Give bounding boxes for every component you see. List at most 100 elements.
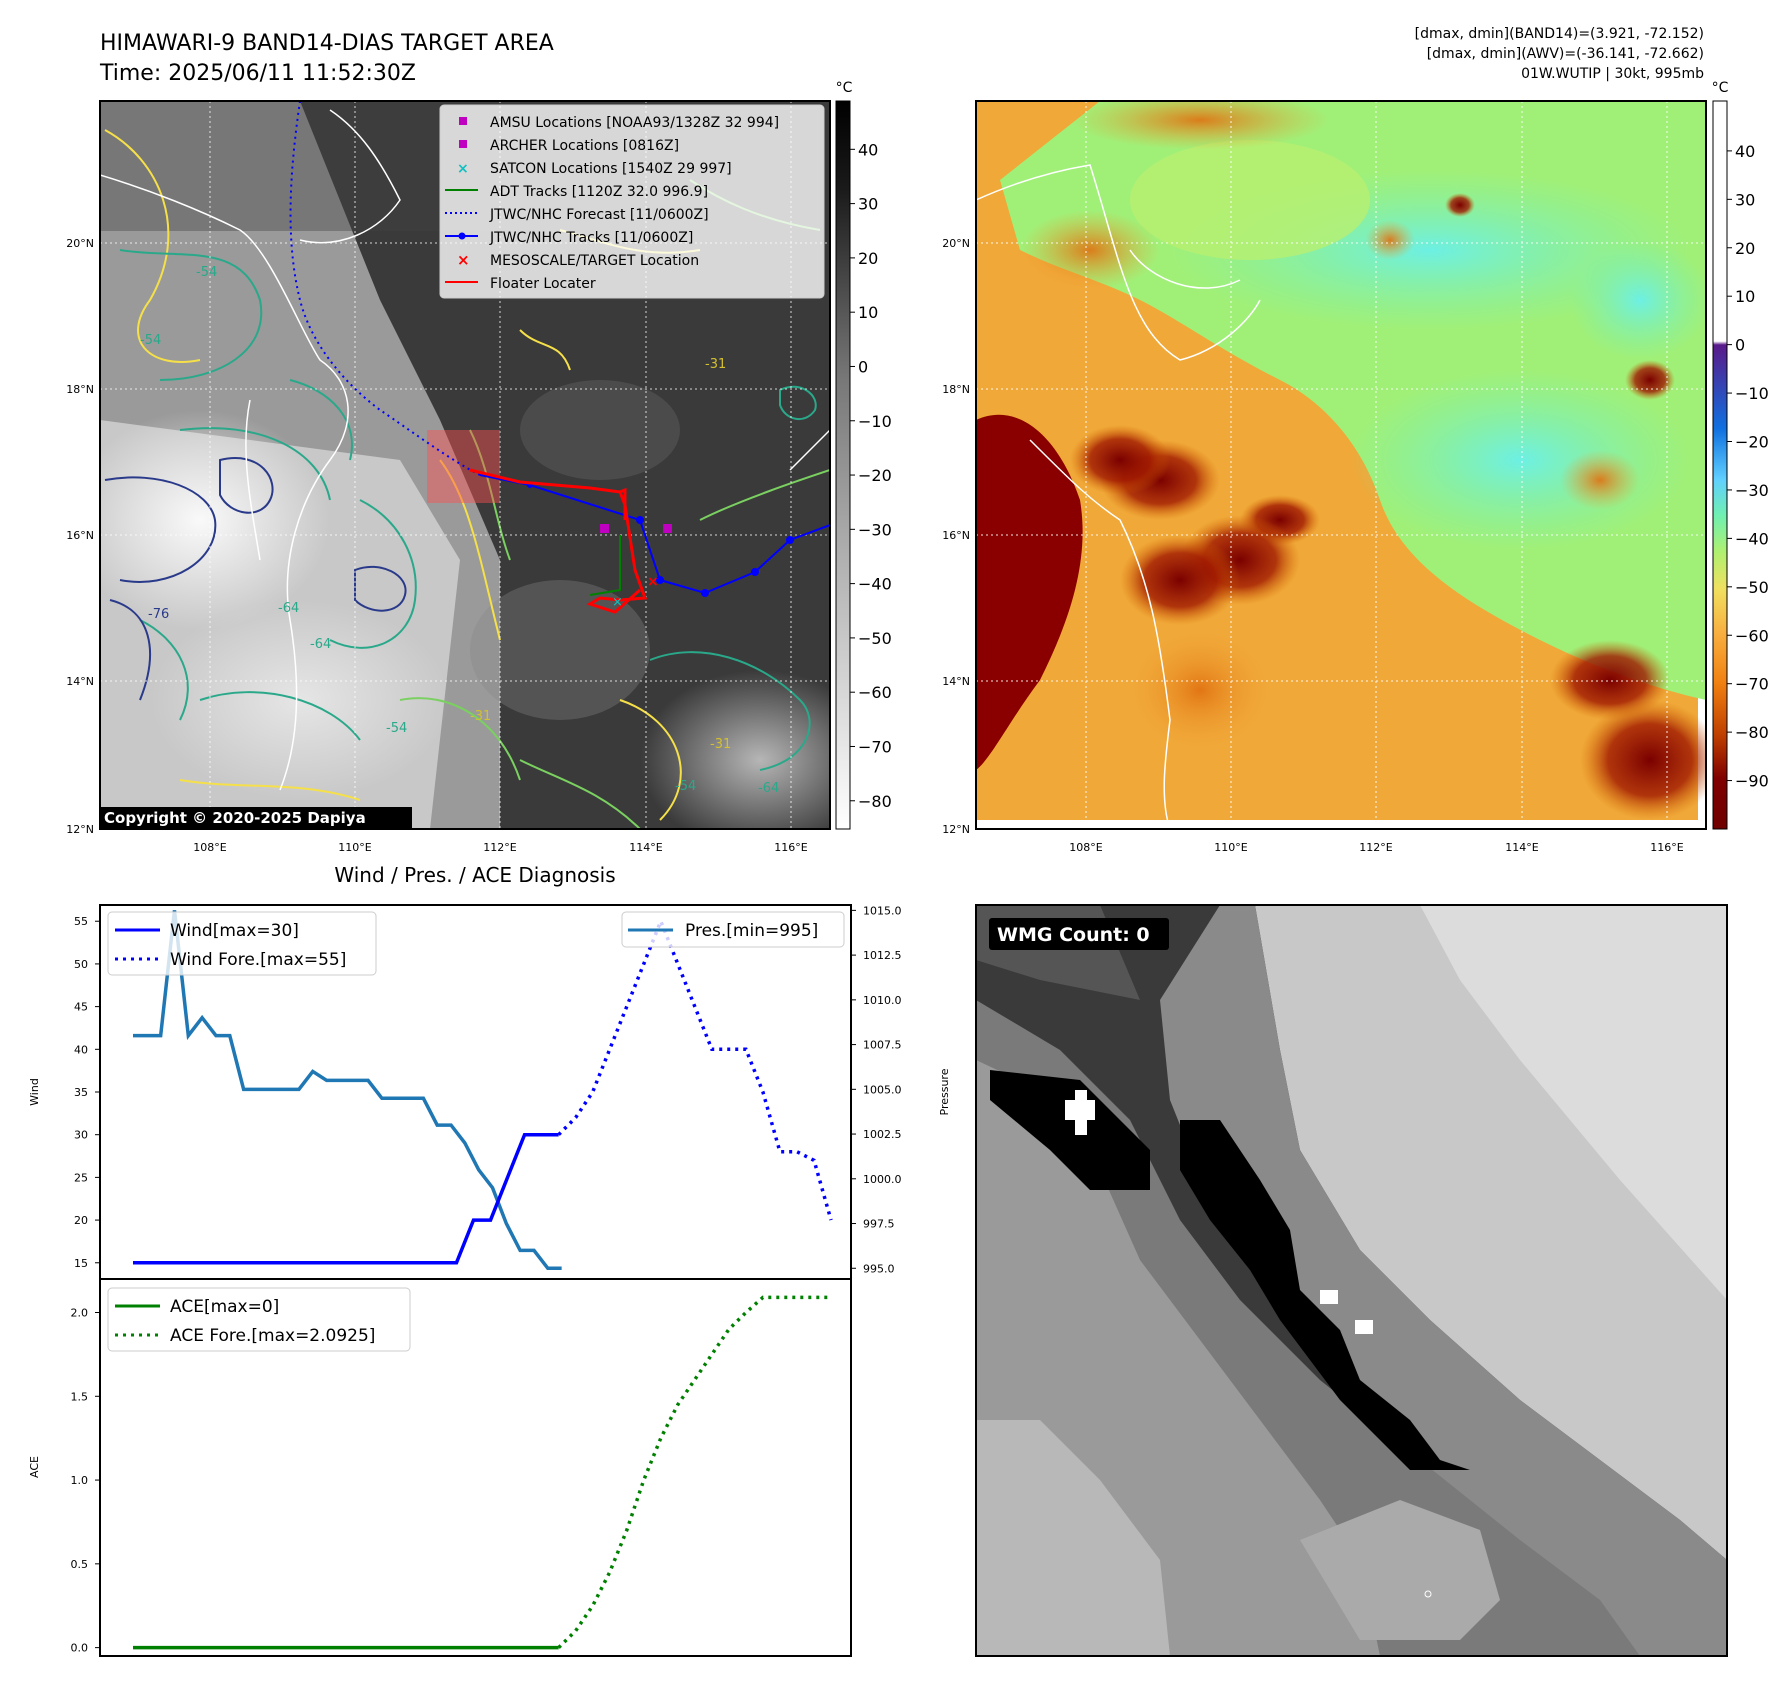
pressure-axis-label: Pressure	[938, 1068, 951, 1115]
colorbar-tick: −80	[1735, 723, 1769, 742]
lon-label: 108°E	[1069, 841, 1102, 854]
lat-label: 12°N	[942, 823, 970, 836]
contour-label: -31	[705, 357, 726, 372]
lon-label: 112°E	[1359, 841, 1392, 854]
wmg-panel: WMG Count: 0	[975, 904, 1728, 1657]
lat-label: 12°N	[66, 823, 94, 836]
contour-label: -54	[196, 265, 217, 280]
ace-tick: 1.5	[71, 1390, 89, 1403]
contour-label: -76	[148, 607, 169, 622]
satcon-marker: ×	[612, 595, 623, 610]
legend-label: SATCON Locations [1540Z 29 997]	[490, 161, 732, 177]
wind-tick: 50	[74, 958, 88, 971]
wmg-image	[976, 905, 1727, 1656]
pressure-legend: Pres.[min=995]	[621, 911, 845, 948]
ir-map-panel: × × -54 -54 -64 -64 -54 -31 -54 -64 -31 …	[66, 80, 892, 854]
colorbar-tick: 10	[858, 303, 878, 322]
pressure-tick: 1005.0	[863, 1083, 902, 1096]
legend-label: ACE Fore.[max=2.0925]	[170, 1326, 375, 1346]
wind-tick: 25	[74, 1171, 88, 1184]
lon-label: 108°E	[193, 841, 226, 854]
wind-tick: 30	[74, 1129, 88, 1142]
color-ir-map-image	[976, 101, 1706, 829]
svg-text:×: ×	[457, 161, 469, 177]
colorbar-tick: −50	[858, 629, 892, 648]
colorbar-tick: −70	[1735, 675, 1769, 694]
colorbar-tick: −40	[1735, 529, 1769, 548]
ir-colorbar	[835, 100, 851, 830]
colorbar-tick: 10	[1735, 287, 1755, 306]
lat-label: 20°N	[942, 237, 970, 250]
wind-tick: 20	[74, 1214, 88, 1227]
colorbar-tick: −30	[1735, 481, 1769, 500]
pressure-tick: 1010.0	[863, 994, 902, 1007]
legend-label: ACE[max=0]	[170, 1297, 279, 1317]
colorbar-tick: −80	[858, 792, 892, 811]
lon-label: 114°E	[629, 841, 662, 854]
pressure-tick: 997.5	[863, 1218, 895, 1231]
contour-label: -54	[386, 721, 407, 736]
lon-label: 116°E	[774, 841, 807, 854]
contour-label: -54	[140, 333, 161, 348]
lon-label: 112°E	[483, 841, 516, 854]
lat-label: 18°N	[942, 383, 970, 396]
legend-label: Pres.[min=995]	[685, 921, 818, 941]
colorbar-tick: 0	[1735, 336, 1745, 355]
colorbar-tick: −60	[1735, 626, 1769, 645]
chart-title: Wind / Pres. / ACE Diagnosis	[334, 863, 615, 887]
pressure-tick: 995.0	[863, 1262, 895, 1275]
contour-label: -64	[758, 781, 779, 796]
wmg-count: WMG Count: 0	[997, 924, 1150, 946]
ace-legend: ACE[max=0] ACE Fore.[max=2.0925]	[107, 1287, 411, 1352]
contour-label: -54	[675, 779, 696, 794]
colorbar-tick: −90	[1735, 772, 1769, 791]
ace-tick: 0.5	[71, 1558, 89, 1571]
legend-label: ARCHER Locations [0816Z]	[490, 138, 679, 154]
lat-label: 18°N	[66, 383, 94, 396]
contour-label: -31	[710, 737, 731, 752]
archer-marker	[663, 524, 672, 533]
legend-label: Wind Fore.[max=55]	[170, 950, 346, 970]
lat-label: 20°N	[66, 237, 94, 250]
legend-label: ADT Tracks [1120Z 32.0 996.9]	[490, 184, 708, 200]
contour-label: -64	[278, 601, 299, 616]
colorbar-tick: −10	[1735, 384, 1769, 403]
legend-label: AMSU Locations [NOAA93/1328Z 32 994]	[490, 115, 779, 131]
target-marker: ×	[647, 574, 659, 590]
contour-label: -64	[310, 637, 331, 652]
color-ir-colorbar-unit: °C	[1712, 80, 1729, 96]
lat-label: 14°N	[66, 675, 94, 688]
amsu-marker	[600, 524, 609, 533]
wind-line	[133, 1132, 559, 1265]
lon-label: 114°E	[1505, 841, 1538, 854]
wind-axis-label: Wind	[28, 1078, 41, 1106]
legend-label: Wind[max=30]	[170, 921, 299, 941]
ace-tick: 0.0	[71, 1642, 89, 1655]
copyright: Copyright © 2020-2025 Dapiya	[104, 809, 366, 827]
lat-label: 16°N	[942, 529, 970, 542]
colorbar-tick: 30	[858, 195, 878, 214]
pressure-tick: 1002.5	[863, 1128, 902, 1141]
colorbar-tick: 30	[1735, 190, 1755, 209]
ace-tick: 1.0	[71, 1474, 89, 1487]
pressure-tick: 1000.0	[863, 1173, 902, 1186]
colorbar-tick: 40	[858, 140, 878, 159]
ace-axis-label: ACE	[28, 1456, 41, 1478]
colorbar-tick: 40	[1735, 142, 1755, 161]
colorbar-tick: −60	[858, 683, 892, 702]
wind-tick: 40	[74, 1043, 88, 1056]
lon-label: 110°E	[1214, 841, 1247, 854]
colorbar-tick: −20	[858, 466, 892, 485]
pressure-tick: 1012.5	[863, 949, 902, 962]
colorbar-tick: 20	[1735, 239, 1755, 258]
svg-text:×: ×	[457, 251, 470, 269]
colorbar-tick: −10	[858, 412, 892, 431]
wind-tick: 55	[74, 915, 88, 928]
colorbar-tick: −30	[858, 520, 892, 539]
color-ir-colorbar	[1712, 100, 1728, 830]
colorbar-tick: 0	[858, 357, 868, 376]
lat-label: 14°N	[942, 675, 970, 688]
legend-label: Floater Locater	[490, 276, 596, 292]
wind-legend: Wind[max=30] Wind Fore.[max=55]	[107, 911, 377, 976]
ace-chart: ACE 0.0 0.5 1.0 1.5 2.0 ACE[max=0] ACE Fore.…	[28, 1278, 852, 1657]
